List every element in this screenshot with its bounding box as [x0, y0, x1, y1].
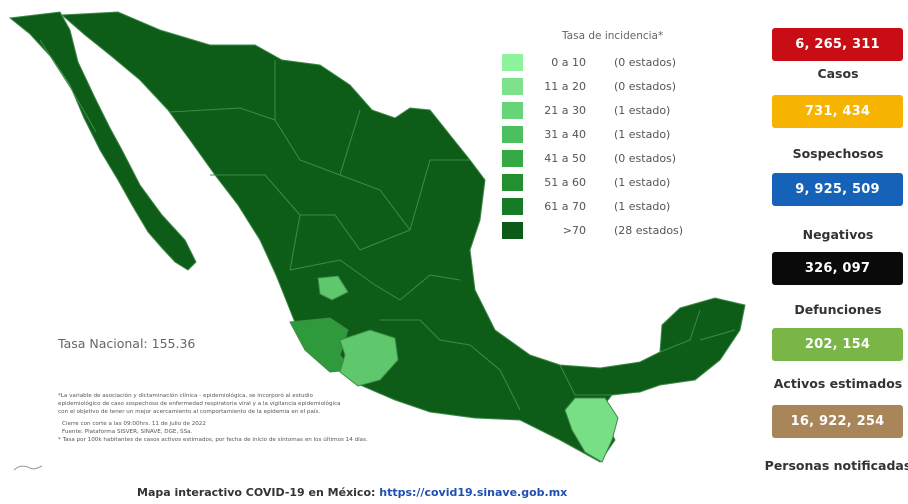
legend-swatch	[502, 54, 523, 71]
state-lightest-chiapas	[564, 397, 619, 463]
state-light-small	[317, 275, 349, 301]
stat-label: Negativos	[802, 227, 874, 242]
legend-range: 11 a 20	[544, 80, 586, 93]
stat-label: Defunciones	[794, 302, 882, 317]
note-line: *La variable de asociación y dictaminaci…	[58, 393, 313, 399]
note-line: con el objetivo de tener un mejor acerca…	[58, 409, 321, 415]
state-light-michoacan	[339, 329, 399, 387]
stat-label: Personas notificadas	[764, 458, 908, 473]
legend-swatch	[502, 222, 523, 239]
stat-value-box: 16, 922, 254	[772, 405, 903, 438]
stat-value-box: 731, 434	[772, 95, 903, 128]
legend-count: (0 estados)	[614, 80, 677, 93]
stat-value-box: 202, 154	[772, 328, 903, 361]
mainland-mexico	[60, 11, 746, 463]
legend-range: >70	[562, 224, 586, 237]
legend-row: 21 a 30 (1 estado)	[502, 102, 702, 120]
legend-count: (1 estado)	[614, 104, 671, 117]
legend-row: 41 a 50 (0 estados)	[502, 150, 702, 168]
legend-swatch	[502, 174, 523, 191]
legend-row: >70 (28 estados)	[502, 222, 702, 240]
legend-range: 61 a 70	[544, 200, 586, 213]
baja-california-peninsula	[8, 11, 197, 271]
note-line: * Tasa por 100k habitantes de casos acti…	[58, 437, 368, 443]
legend-range: 21 a 30	[544, 104, 586, 117]
map-link-line: Mapa interactivo COVID-19 en México: htt…	[137, 486, 567, 499]
stat-value-box: 9, 925, 509	[772, 173, 903, 206]
state-borders	[169, 60, 736, 411]
legend-swatch	[502, 78, 523, 95]
baja-border	[39, 39, 97, 133]
stat-value-box: 6, 265, 311	[772, 28, 903, 61]
legend-row: 31 a 40 (1 estado)	[502, 126, 702, 144]
legend-range: 31 a 40	[544, 128, 586, 141]
legend-range: 41 a 50	[544, 152, 586, 165]
legend-range: 0 a 10	[551, 56, 586, 69]
stat-label: Activos estimados	[773, 376, 903, 391]
legend-count: (28 estados)	[614, 224, 684, 237]
legend-count: (0 estados)	[614, 152, 677, 165]
tasa-nacional: Tasa Nacional: 155.36	[58, 336, 196, 351]
legend-row: 61 a 70 (1 estado)	[502, 198, 702, 216]
legend-count: (1 estado)	[614, 176, 671, 189]
stat-label: Sospechosos	[792, 146, 884, 161]
note-line: epidemiológico de caso sospechoso de enf…	[58, 401, 341, 407]
map-link-url[interactable]: https://covid19.sinave.gob.mx	[379, 486, 568, 499]
legend-swatch	[502, 198, 523, 215]
legend-row: 11 a 20 (0 estados)	[502, 78, 702, 96]
legend-count: (1 estado)	[614, 128, 671, 141]
scale-glyph	[13, 465, 43, 471]
stat-value-box: 326, 097	[772, 252, 903, 285]
legend-title: Tasa de incidencia*	[562, 30, 664, 42]
legend-swatch	[502, 150, 523, 167]
legend-range: 51 a 60	[544, 176, 586, 189]
legend-swatch	[502, 126, 523, 143]
legend-count: (1 estado)	[614, 200, 671, 213]
legend-swatch	[502, 102, 523, 119]
note-line: Fuente: Plataforma SISVER, SINAVE, DGE, …	[62, 429, 193, 435]
note-line: Cierre con corte a las 09:00hrs. 11 de j…	[62, 421, 206, 427]
legend-count: (0 estados)	[614, 56, 677, 69]
legend-row: 0 a 10 (0 estados)	[502, 54, 702, 72]
map-link-text: Mapa interactivo COVID-19 en México:	[137, 486, 380, 499]
stat-label: Casos	[817, 66, 859, 81]
legend-row: 51 a 60 (1 estado)	[502, 174, 702, 192]
